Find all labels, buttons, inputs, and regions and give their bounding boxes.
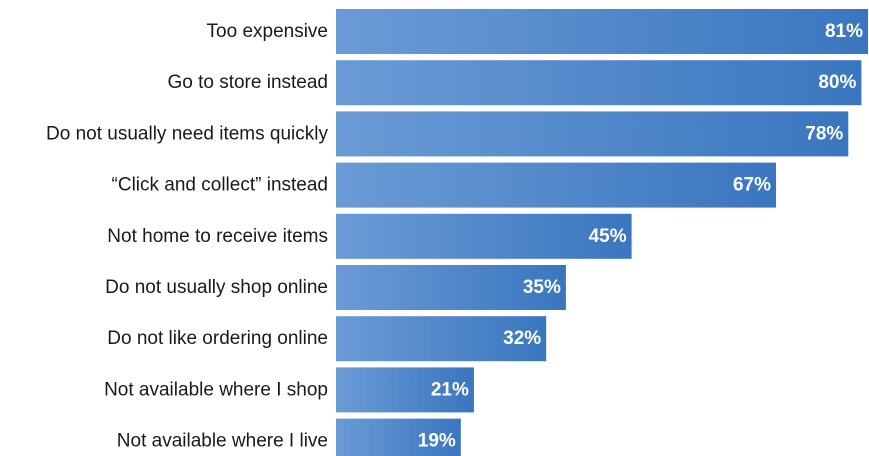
value-label: 35% — [523, 277, 561, 298]
bar — [336, 111, 849, 157]
value-label: 19% — [418, 431, 456, 452]
value-label: 67% — [733, 175, 771, 196]
bar — [336, 9, 868, 54]
bar — [336, 213, 632, 259]
bar — [336, 265, 566, 310]
category-label: “Click and collect” instead — [112, 175, 328, 196]
bar — [336, 60, 862, 106]
bars-group: Too expensive 81% Go to store instead 80% Do… — [46, 9, 868, 456]
bar — [336, 316, 547, 362]
category-label: Go to store instead — [167, 72, 328, 93]
bar — [336, 162, 776, 208]
value-label: 32% — [503, 328, 541, 349]
category-label: Too expensive — [207, 21, 328, 42]
category-label: Do not usually need items quickly — [46, 123, 328, 144]
value-label: 45% — [589, 226, 627, 247]
bar — [336, 418, 461, 456]
value-label: 81% — [825, 21, 863, 42]
category-label: Not home to receive items — [107, 226, 328, 247]
value-label: 80% — [818, 72, 856, 93]
category-label: Do not like ordering online — [107, 328, 328, 349]
bar — [336, 367, 474, 413]
value-label: 78% — [805, 123, 843, 144]
category-label: Do not usually shop online — [105, 277, 328, 298]
category-label: Not available where I live — [117, 431, 328, 452]
category-label: Not available where I shop — [104, 379, 328, 400]
value-label: 21% — [431, 379, 469, 400]
